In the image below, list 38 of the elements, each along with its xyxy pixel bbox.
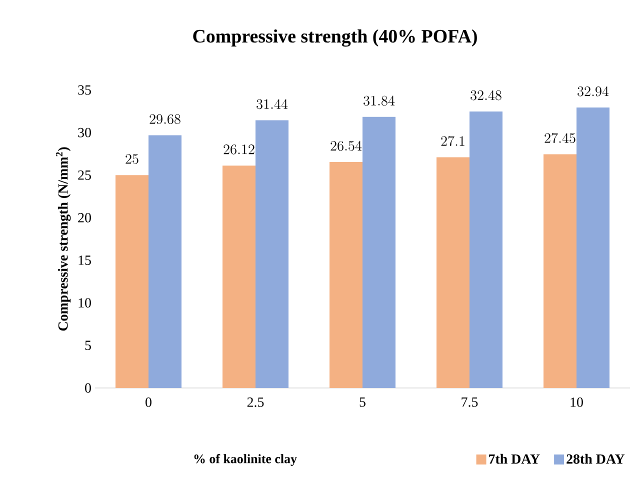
data-label: 31 .84 [364, 96, 395, 106]
data-label: 27. 1 [441, 136, 464, 146]
chart-title: Compressive strength (40% POFA) [193, 29, 477, 47]
bar [470, 111, 503, 388]
bar [436, 157, 470, 388]
y-axis-title: Compressive strength (N/mm$^{2}$) [56, 147, 71, 331]
data-label: 25 [126, 154, 138, 164]
x-tick-label: 5 [360, 398, 366, 407]
bar [576, 108, 610, 388]
y-tick-label: 5 [85, 340, 91, 350]
y-tick-label: 25 [78, 170, 91, 180]
bar [544, 154, 577, 388]
data-label: 26. 12 [224, 144, 254, 154]
x-tick-label: 7.5 [462, 398, 478, 407]
legend-label: 7th DAY [489, 454, 540, 464]
data-label: 26.54 [330, 140, 362, 151]
y-tick-label: 10 [78, 298, 91, 308]
data-label: 32.48 [470, 90, 502, 100]
bar [148, 135, 182, 388]
x-tick-label: 0 [146, 398, 152, 407]
bar [256, 120, 289, 388]
y-tick-label: 20 [78, 212, 91, 222]
data-label: 29.68 [150, 114, 180, 124]
bar [222, 166, 256, 388]
data-label: 31 .44 [256, 99, 288, 110]
data-label: 32.94 [578, 86, 609, 96]
x-axis-title: % of kaolinite clay [194, 454, 297, 466]
y-tick-label: 35 [78, 85, 91, 95]
x-tick-label: 2.5 [247, 398, 264, 407]
y-tick-label: 30 [78, 128, 91, 138]
y-tick-label: 15 [78, 256, 91, 265]
bar [330, 162, 363, 388]
data-label: 27.45 [544, 133, 576, 144]
legend-label: 28th DAY [566, 454, 625, 464]
x-tick-label: 10 [570, 398, 583, 407]
bar [116, 175, 149, 388]
y-tick-label: 0 [85, 383, 91, 393]
bar [362, 116, 396, 388]
